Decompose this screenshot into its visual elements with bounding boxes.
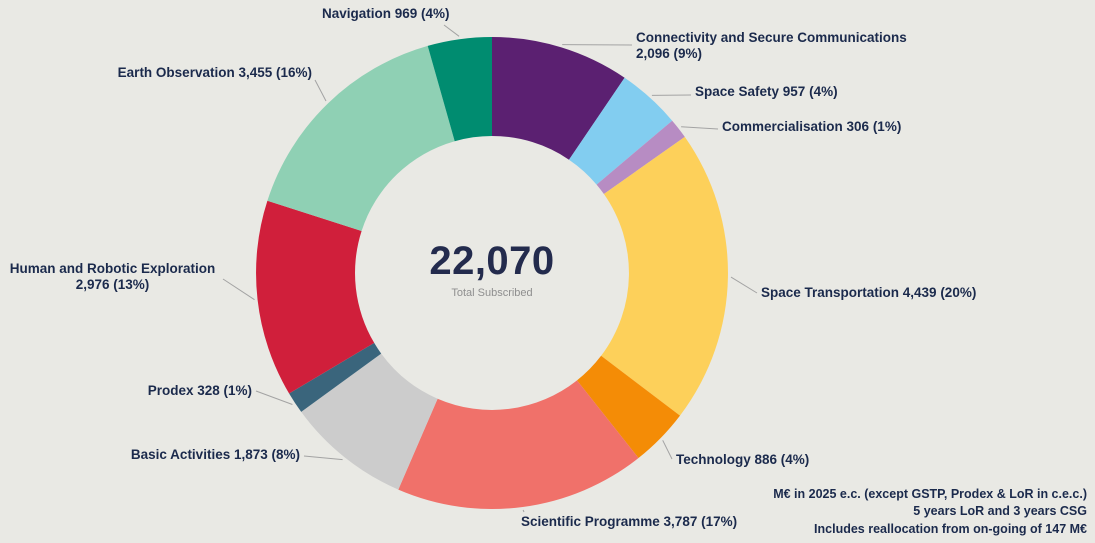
footnote: M€ in 2025 e.c. (except GSTP, Prodex & L… <box>773 486 1087 539</box>
slice-technology[interactable] <box>577 355 680 458</box>
total-subscribed-caption: Total Subscribed <box>451 287 533 299</box>
footnote-line-1: M€ in 2025 e.c. (except GSTP, Prodex & L… <box>773 486 1087 501</box>
slice-human-and-robotic-exploration[interactable] <box>256 200 375 394</box>
leader-line-prodex <box>255 390 293 405</box>
footnote-line-2: 5 years LoR and 3 years CSG <box>913 504 1087 518</box>
slice-navigation[interactable] <box>427 36 492 142</box>
slice-label-space-safety: Space Safety 957 (4%) <box>695 84 838 99</box>
slice-label-technology: Technology 886 (4%) <box>676 452 810 467</box>
total-subscribed-value: 22,070 <box>429 239 555 283</box>
slice-label-human-and-robotic-exploration: Human and Robotic Exploration 2,976 (13%… <box>9 261 216 292</box>
slice-connectivity[interactable] <box>492 37 625 160</box>
slice-commercialisation[interactable] <box>596 120 685 194</box>
slice-label-space-transportation: Space Transportation 4,439 (20%) <box>761 285 977 300</box>
slice-basic-activities[interactable] <box>301 353 438 490</box>
slice-label-earth-observation: Earth Observation 3,455 (16%) <box>117 65 312 80</box>
slice-prodex[interactable] <box>289 342 382 412</box>
leader-line-human-and-robotic-exploration <box>222 278 255 301</box>
slice-label-commercialisation: Commercialisation 306 (1%) <box>722 119 902 134</box>
leader-line-space-transportation <box>730 276 758 294</box>
footnote-line-3: Includes reallocation from on-going of 1… <box>814 521 1087 536</box>
leader-line-earth-observation <box>314 79 327 102</box>
leader-line-navigation <box>443 24 460 37</box>
slice-label-basic-activities: Basic Activities 1,873 (8%) <box>130 447 300 462</box>
leader-line-basic-activities <box>303 455 343 461</box>
slice-space-transportation[interactable] <box>601 136 728 416</box>
slice-scientific-programme[interactable] <box>398 380 639 509</box>
slice-label-prodex: Prodex 328 (1%) <box>147 383 252 398</box>
leader-line-scientific-programme <box>522 509 525 513</box>
leader-line-commercialisation <box>681 126 719 130</box>
slice-earth-observation[interactable] <box>267 45 455 232</box>
slice-label-connectivity: Connectivity and Secure Communications 2… <box>636 30 907 61</box>
slice-space-safety[interactable] <box>569 77 673 185</box>
slice-label-navigation: Navigation 969 (4%) <box>322 6 450 21</box>
leader-line-technology <box>662 440 673 460</box>
donut-center: 22,070 Total Subscribed <box>342 239 642 299</box>
slice-label-scientific-programme: Scientific Programme 3,787 (17%) <box>521 514 738 529</box>
